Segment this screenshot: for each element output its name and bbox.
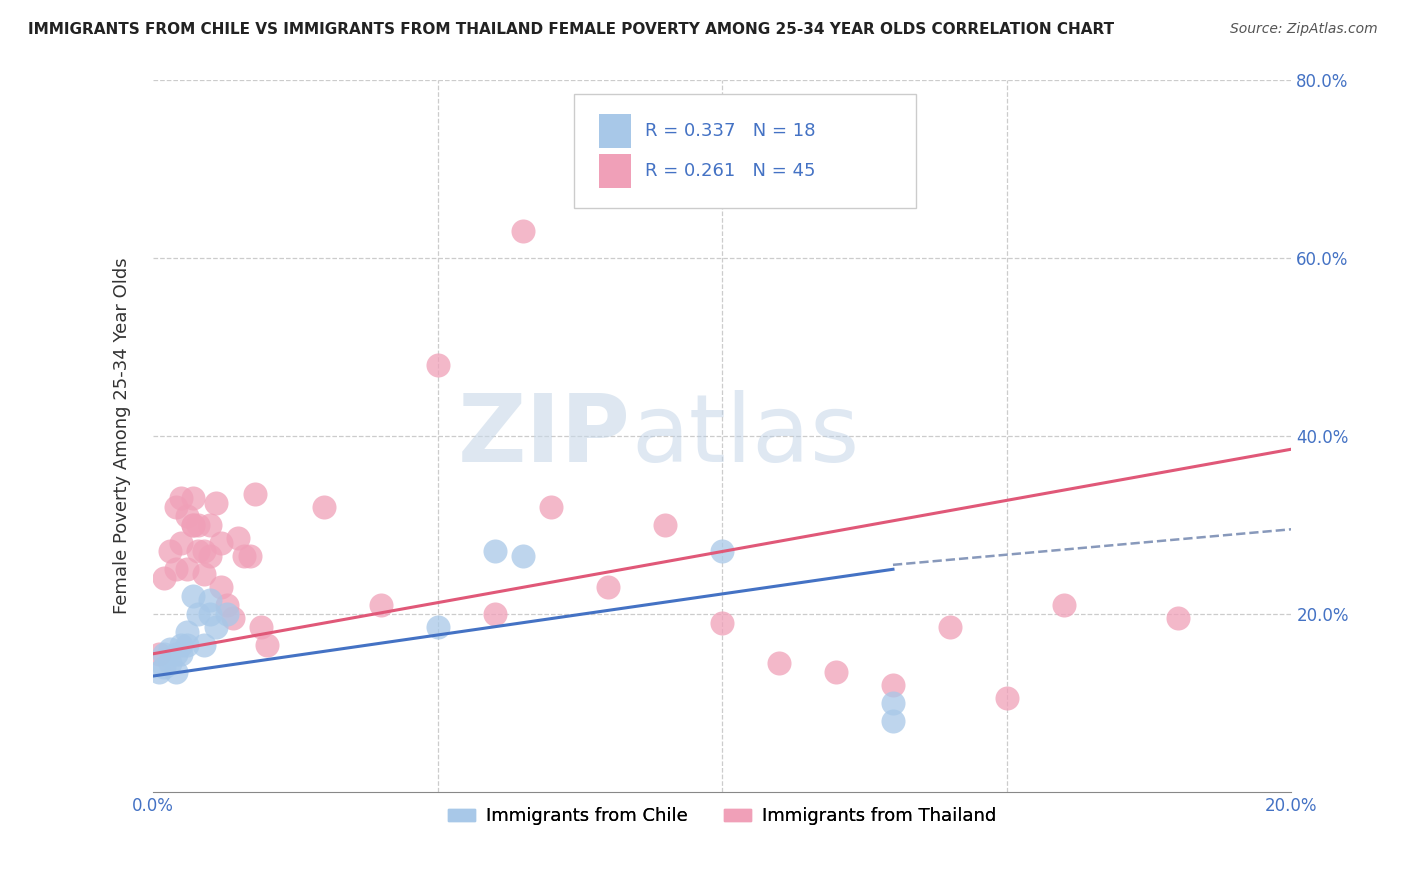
Point bbox=[256, 638, 278, 652]
Point bbox=[512, 224, 534, 238]
Point bbox=[1053, 598, 1076, 612]
Point bbox=[250, 620, 273, 634]
Point bbox=[170, 535, 193, 549]
Point bbox=[176, 508, 198, 523]
Point bbox=[187, 517, 209, 532]
Point bbox=[159, 642, 181, 657]
Point bbox=[825, 665, 848, 679]
Point bbox=[370, 598, 392, 612]
Point bbox=[165, 665, 187, 679]
Point bbox=[170, 638, 193, 652]
Point bbox=[245, 486, 267, 500]
Point bbox=[233, 549, 256, 563]
Point bbox=[193, 544, 215, 558]
Point bbox=[215, 598, 238, 612]
Point bbox=[198, 607, 221, 621]
Point bbox=[181, 517, 204, 532]
Point bbox=[187, 544, 209, 558]
Point bbox=[165, 647, 187, 661]
Point bbox=[711, 544, 734, 558]
Point bbox=[176, 638, 198, 652]
FancyBboxPatch shape bbox=[599, 114, 631, 148]
Point bbox=[995, 691, 1018, 706]
Point bbox=[209, 580, 232, 594]
Point bbox=[153, 647, 176, 661]
Text: R = 0.261   N = 45: R = 0.261 N = 45 bbox=[645, 162, 815, 180]
Point bbox=[159, 544, 181, 558]
Point bbox=[181, 491, 204, 505]
Point bbox=[187, 607, 209, 621]
Point bbox=[540, 500, 562, 514]
Point bbox=[654, 517, 676, 532]
Text: IMMIGRANTS FROM CHILE VS IMMIGRANTS FROM THAILAND FEMALE POVERTY AMONG 25-34 YEA: IMMIGRANTS FROM CHILE VS IMMIGRANTS FROM… bbox=[28, 22, 1114, 37]
Point bbox=[512, 549, 534, 563]
Point bbox=[312, 500, 335, 514]
Point bbox=[176, 562, 198, 576]
Point bbox=[153, 660, 176, 674]
Point bbox=[148, 665, 170, 679]
Point bbox=[426, 620, 449, 634]
Point bbox=[768, 656, 790, 670]
Point bbox=[939, 620, 962, 634]
Y-axis label: Female Poverty Among 25-34 Year Olds: Female Poverty Among 25-34 Year Olds bbox=[114, 258, 131, 615]
Point bbox=[711, 615, 734, 630]
Point bbox=[215, 607, 238, 621]
Point bbox=[193, 638, 215, 652]
Point bbox=[198, 549, 221, 563]
Text: Source: ZipAtlas.com: Source: ZipAtlas.com bbox=[1230, 22, 1378, 37]
Point bbox=[1167, 611, 1189, 625]
Point bbox=[598, 580, 620, 594]
Point bbox=[153, 571, 176, 585]
Point bbox=[882, 678, 904, 692]
Point bbox=[198, 593, 221, 607]
Point bbox=[159, 656, 181, 670]
Point bbox=[484, 544, 506, 558]
Point bbox=[204, 495, 226, 509]
Point bbox=[484, 607, 506, 621]
Point bbox=[193, 566, 215, 581]
FancyBboxPatch shape bbox=[574, 95, 915, 208]
Point bbox=[198, 517, 221, 532]
Point bbox=[228, 531, 250, 545]
Point bbox=[239, 549, 262, 563]
Point bbox=[170, 647, 193, 661]
Point bbox=[221, 611, 243, 625]
Point bbox=[181, 589, 204, 603]
Point bbox=[882, 696, 904, 710]
Point bbox=[165, 500, 187, 514]
Point bbox=[148, 647, 170, 661]
Point bbox=[204, 620, 226, 634]
FancyBboxPatch shape bbox=[599, 154, 631, 188]
Point bbox=[165, 562, 187, 576]
Text: R = 0.337   N = 18: R = 0.337 N = 18 bbox=[645, 122, 815, 140]
Text: atlas: atlas bbox=[631, 390, 859, 482]
Point bbox=[170, 491, 193, 505]
Point bbox=[176, 624, 198, 639]
Point bbox=[426, 358, 449, 372]
Point bbox=[882, 714, 904, 728]
Point bbox=[209, 535, 232, 549]
Legend: Immigrants from Chile, Immigrants from Thailand: Immigrants from Chile, Immigrants from T… bbox=[441, 800, 1004, 832]
Text: ZIP: ZIP bbox=[458, 390, 631, 482]
Point bbox=[181, 517, 204, 532]
